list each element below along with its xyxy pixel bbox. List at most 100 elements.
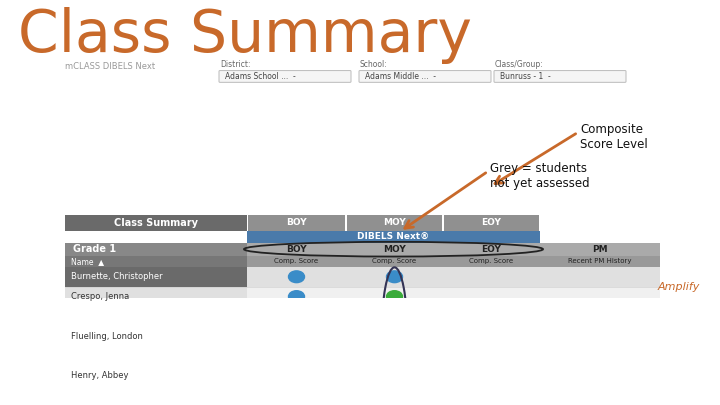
Bar <box>346 386 443 405</box>
Text: Grade 1: Grade 1 <box>73 244 116 254</box>
Bar <box>444 215 539 231</box>
Bar <box>443 346 540 366</box>
Circle shape <box>289 390 305 402</box>
Text: School:: School: <box>360 60 388 69</box>
Bar <box>540 243 660 256</box>
Circle shape <box>289 311 305 322</box>
FancyBboxPatch shape <box>359 70 491 82</box>
Text: MOY: MOY <box>383 218 406 227</box>
Bar <box>540 366 660 386</box>
Bar <box>346 287 443 307</box>
Text: Name  ▲: Name ▲ <box>71 257 104 266</box>
Bar <box>540 256 660 267</box>
Circle shape <box>289 291 305 303</box>
FancyBboxPatch shape <box>494 70 626 82</box>
Text: Burnette, Christopher: Burnette, Christopher <box>71 272 163 281</box>
Bar <box>65 287 247 307</box>
FancyBboxPatch shape <box>219 70 351 82</box>
Bar <box>347 215 442 231</box>
Circle shape <box>387 311 402 322</box>
Text: mCLASS DIBELS Next: mCLASS DIBELS Next <box>65 62 155 71</box>
Text: Class Summary: Class Summary <box>114 218 198 228</box>
Bar <box>65 366 247 386</box>
Bar <box>247 243 346 256</box>
Bar <box>443 307 540 326</box>
Text: Class/Group:: Class/Group: <box>495 60 544 69</box>
Text: EOY: EOY <box>482 218 501 227</box>
Circle shape <box>387 370 402 382</box>
Text: Comp. Score: Comp. Score <box>469 258 513 264</box>
Circle shape <box>387 291 402 303</box>
Bar <box>443 386 540 405</box>
Bar <box>65 243 660 256</box>
Circle shape <box>387 350 402 362</box>
Text: DIBELS Next®: DIBELS Next® <box>357 232 430 241</box>
Bar <box>247 326 346 346</box>
Bar <box>65 267 247 287</box>
Bar <box>65 215 247 231</box>
Text: Comp. Score: Comp. Score <box>372 258 417 264</box>
Bar <box>540 386 660 405</box>
Bar <box>346 346 443 366</box>
Text: Donnell, Jasper: Donnell, Jasper <box>71 312 135 321</box>
Circle shape <box>289 350 305 362</box>
Bar <box>247 267 346 287</box>
Text: Bunruss - 1  -: Bunruss - 1 - <box>500 72 551 81</box>
Text: Class Summary: Class Summary <box>18 7 472 64</box>
Text: Adams Middle ...  -: Adams Middle ... - <box>365 72 436 81</box>
Bar <box>247 287 346 307</box>
Circle shape <box>289 330 305 342</box>
Text: BOY: BOY <box>286 245 307 254</box>
Bar <box>540 287 660 307</box>
Circle shape <box>289 370 305 382</box>
Bar <box>443 287 540 307</box>
Text: Johnson, Jamari: Johnson, Jamari <box>71 391 136 400</box>
Circle shape <box>387 390 402 402</box>
Bar <box>247 256 346 267</box>
Circle shape <box>387 271 402 283</box>
Bar <box>540 326 660 346</box>
Bar <box>540 267 660 287</box>
Circle shape <box>387 330 402 342</box>
Bar <box>346 307 443 326</box>
Bar <box>65 307 247 326</box>
Text: EOY: EOY <box>482 245 501 254</box>
Text: Recent PM History: Recent PM History <box>568 258 631 264</box>
Bar <box>346 243 443 256</box>
Text: Henry, Abbey: Henry, Abbey <box>71 371 128 380</box>
Bar <box>443 256 540 267</box>
Bar <box>443 366 540 386</box>
Bar <box>247 307 346 326</box>
Text: Frederick, Amir: Frederick, Amir <box>71 352 135 360</box>
Bar <box>65 346 247 366</box>
Bar <box>248 215 345 231</box>
Bar <box>443 326 540 346</box>
Bar <box>247 346 346 366</box>
Bar <box>346 366 443 386</box>
Bar <box>247 386 346 405</box>
Text: Grey = students
not yet assessed: Grey = students not yet assessed <box>490 162 590 190</box>
Text: Comp. Score: Comp. Score <box>274 258 318 264</box>
Text: Amplify: Amplify <box>657 282 700 292</box>
Bar <box>540 346 660 366</box>
Bar <box>65 326 247 346</box>
Text: BOY: BOY <box>286 218 307 227</box>
Bar <box>443 243 540 256</box>
Circle shape <box>289 271 305 283</box>
Bar <box>443 267 540 287</box>
Text: District:: District: <box>220 60 251 69</box>
Bar <box>247 231 540 243</box>
Bar <box>65 256 247 267</box>
Text: MOY: MOY <box>383 245 406 254</box>
Text: PM: PM <box>592 245 608 254</box>
Bar <box>346 326 443 346</box>
Bar <box>540 307 660 326</box>
Bar <box>346 256 443 267</box>
Bar <box>346 267 443 287</box>
Text: Adams School ...  -: Adams School ... - <box>225 72 296 81</box>
Text: Crespo, Jenna: Crespo, Jenna <box>71 292 130 301</box>
Bar <box>65 386 247 405</box>
Bar <box>247 366 346 386</box>
Text: Fluelling, London: Fluelling, London <box>71 332 143 341</box>
Text: Composite
Score Level: Composite Score Level <box>580 123 648 151</box>
